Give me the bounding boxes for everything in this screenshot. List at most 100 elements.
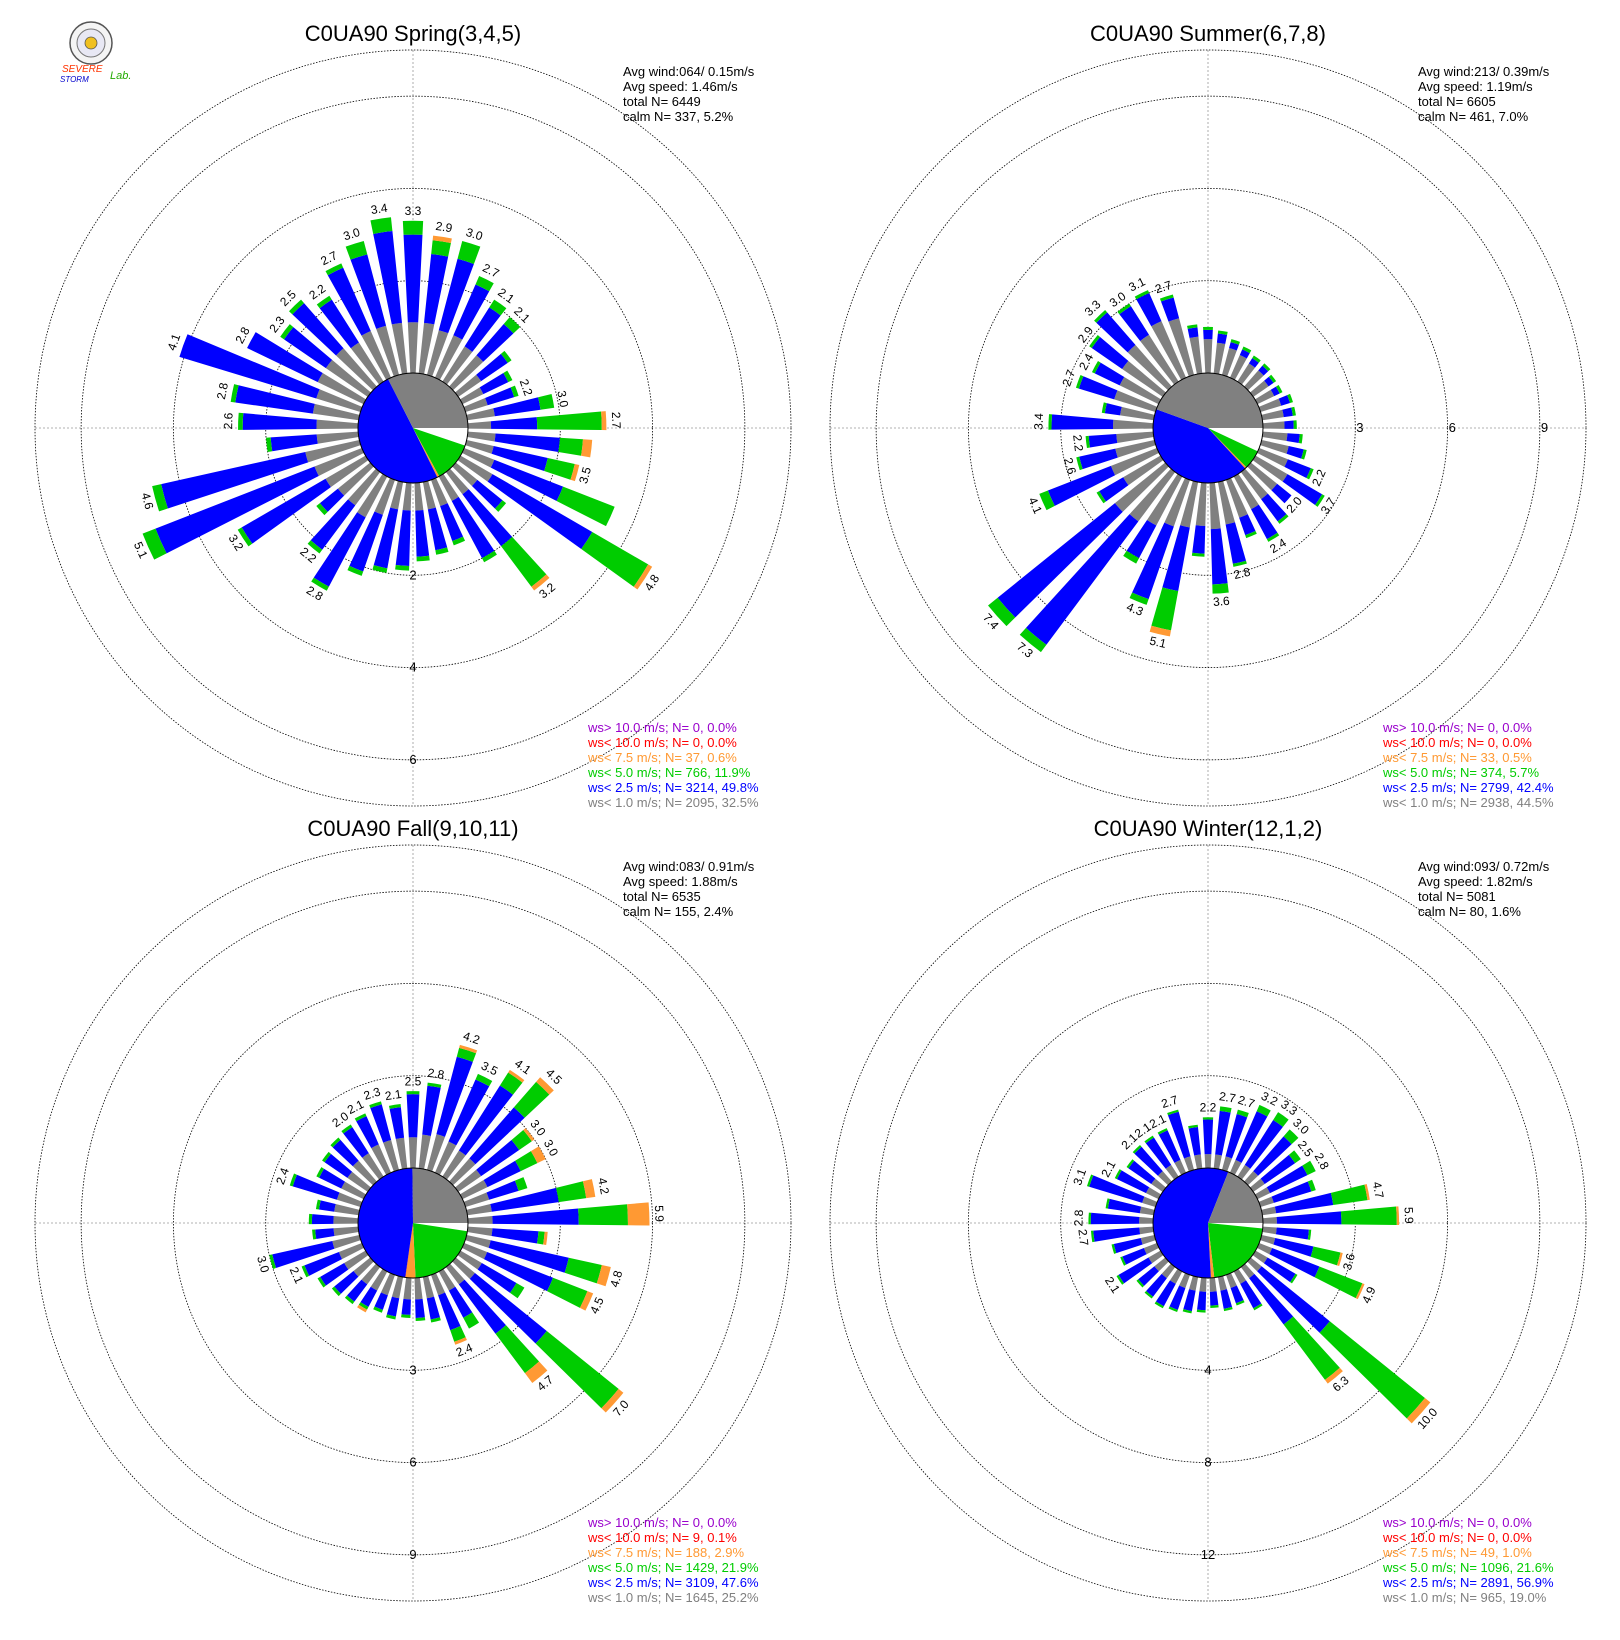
rose-bar-segment	[1229, 355, 1247, 380]
rose-bar-segment	[343, 1127, 369, 1158]
rose-bar-segment	[1187, 327, 1199, 338]
rose-bar-segment	[1157, 1171, 1172, 1186]
rose-bar-segment	[1116, 1274, 1125, 1285]
logo-text-lab: Lab.	[110, 70, 131, 82]
rose-bar-segment	[391, 1275, 404, 1299]
rose-bar-segment	[524, 1361, 548, 1384]
stats-line: calm N= 155, 2.4%	[623, 904, 734, 919]
rose-bar-segment	[406, 1091, 420, 1095]
outer-ring-circle	[34, 49, 792, 807]
ring-circle	[875, 95, 1541, 761]
rose-bar-segment	[535, 1330, 619, 1409]
rose-bar-segment	[1151, 1178, 1166, 1192]
rose-bar-segment	[1406, 1398, 1431, 1424]
rose-bar-segment	[155, 466, 319, 554]
rose-bar-segment	[427, 1082, 442, 1088]
rose-bar-segment	[1261, 493, 1287, 522]
rose-bar-segment	[481, 550, 497, 563]
rose-bar-segment	[422, 1275, 435, 1299]
rose-bar-segment	[402, 220, 424, 235]
bar-value-label: 2.8	[1232, 565, 1252, 583]
rose-bar-segment	[1136, 292, 1162, 327]
pie-slice	[1208, 428, 1263, 452]
rose-bar-segment	[1274, 1192, 1334, 1214]
rose-bar-segment	[402, 482, 412, 511]
rose-bar-segment	[372, 565, 388, 573]
legend-entry: ws< 1.0 m/s; N= 965, 19.0%	[1382, 1590, 1547, 1605]
rose-bar-segment	[332, 1139, 359, 1167]
rose-bar-segment	[1147, 473, 1183, 526]
rose-bar-segment	[1222, 348, 1237, 377]
rose-bar-segment	[1254, 1187, 1271, 1200]
rose-bar-segment	[1324, 1367, 1343, 1384]
rose-bar-segment	[1139, 1216, 1154, 1224]
rose-bar-segment	[1114, 462, 1169, 512]
rose-bar-segment	[415, 510, 430, 557]
rose-bar-segment	[633, 564, 653, 590]
bar-value-label: 3.0	[554, 389, 571, 408]
rose-bar-segment	[538, 394, 555, 410]
bar-value-label: 2.7	[480, 261, 501, 281]
bar-value-label: 4.7	[1370, 1181, 1387, 1200]
rose-bar-segment	[486, 1180, 519, 1200]
rose-bar-segment	[1089, 335, 1101, 349]
rose-bar-segment	[431, 1272, 446, 1296]
rose-bar-segment	[284, 327, 333, 369]
rose-bar-segment	[324, 1153, 353, 1178]
rose-bar-segment	[450, 1326, 466, 1342]
rose-bar-segment	[436, 1056, 473, 1137]
rose-bar-segment	[1307, 1179, 1316, 1192]
rose-bar-segment	[1266, 1165, 1308, 1194]
rose-bar-segment	[1213, 1154, 1222, 1170]
rose-bar-segment	[1164, 477, 1190, 527]
rose-bar-segment	[1116, 431, 1154, 443]
rose-bar-segment	[319, 488, 345, 512]
rose-bar-segment	[352, 1160, 377, 1186]
rose-bar-segment	[415, 1298, 425, 1318]
rose-bar-segment	[493, 397, 541, 417]
rose-bar-segment	[452, 462, 478, 486]
rose-bar-segment	[1168, 318, 1194, 377]
rose-bar-segment	[1122, 360, 1166, 397]
rose-bar-segment	[1051, 414, 1114, 430]
pie-outline	[357, 1167, 469, 1279]
rose-bar-segment	[490, 417, 538, 430]
rose-bar-segment	[1284, 459, 1311, 479]
rose-bar-segment	[1048, 414, 1053, 430]
rose-bar-segment	[471, 479, 503, 509]
pie-slice	[357, 378, 438, 484]
rose-bar-segment	[1302, 1160, 1316, 1176]
rose-bar-segment	[503, 370, 513, 383]
rose-bar-segment	[501, 536, 547, 587]
rose-bar-segment	[304, 1251, 343, 1276]
rose-bar-segment	[1154, 1257, 1169, 1272]
rose-bar-segment	[315, 1199, 321, 1210]
rose-bar-segment	[1101, 402, 1107, 414]
rose-bar-segment	[483, 1251, 554, 1292]
rose-bar-segment	[316, 1167, 324, 1178]
rose-bar-segment	[325, 455, 369, 488]
rose-bar-segment	[238, 412, 244, 430]
rose-bar-segment	[269, 1254, 276, 1269]
rose-bar-segment	[627, 1202, 650, 1226]
rose-bar-segment	[161, 451, 309, 509]
rose-bar-segment	[407, 322, 419, 374]
rose-bar-segment	[325, 359, 371, 397]
pie-slice	[1208, 1223, 1215, 1278]
rose-bar-segment	[490, 459, 564, 502]
rose-bar-segment	[490, 1187, 559, 1212]
rose-bar-segment	[1319, 1321, 1425, 1419]
rose-bar-segment	[401, 1314, 411, 1318]
rose-bar-segment	[1230, 339, 1240, 345]
ring-circle	[875, 890, 1541, 1556]
pie-outline	[357, 372, 469, 484]
rose-bar-segment	[424, 253, 449, 325]
rose-bar-segment	[1093, 1227, 1141, 1242]
rose-bar-segment	[570, 464, 580, 482]
rose-bar-segment	[601, 1388, 624, 1413]
rose-bar-segment	[1099, 477, 1129, 502]
bar-value-label: 2.2	[1309, 467, 1329, 488]
rose-bar-segment	[513, 1081, 550, 1118]
rose-bar-segment	[1047, 465, 1116, 506]
rose-bar-segment	[313, 512, 366, 587]
